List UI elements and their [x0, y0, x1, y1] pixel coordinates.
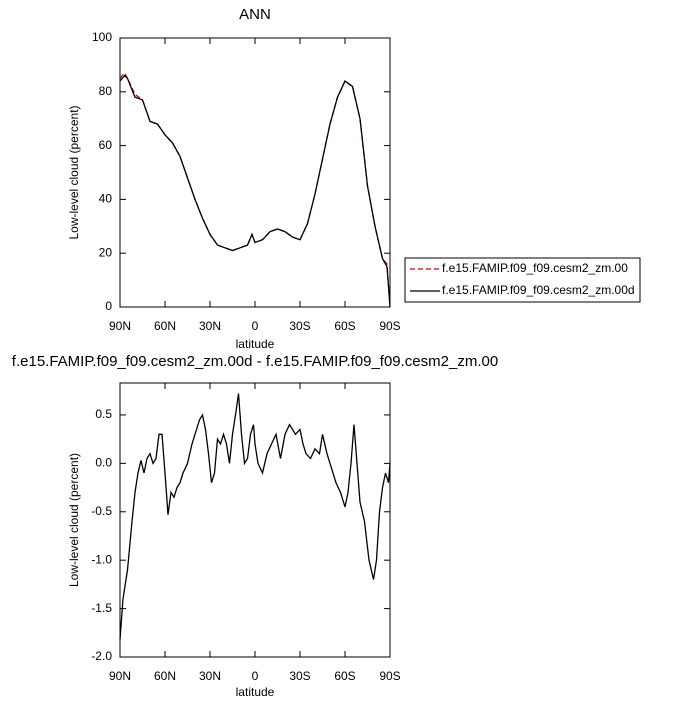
data-line [119, 393, 391, 640]
plot-frame [119, 37, 391, 308]
x-tick-label: 90S [379, 319, 400, 333]
x-tick-label: 60N [154, 319, 176, 333]
y-tick-label: -1.0 [91, 552, 112, 566]
x-tick-label: 30N [199, 669, 221, 683]
data-line [119, 71, 391, 308]
x-tick-label: 60N [154, 669, 176, 683]
y-tick-label: 20 [99, 245, 113, 259]
x-axis-label: latitude [236, 337, 275, 351]
data-line [119, 74, 391, 308]
plot-frame [119, 382, 391, 658]
y-tick-label: -1.5 [91, 601, 112, 615]
y-tick-label: 40 [99, 192, 113, 206]
legend-box [404, 257, 641, 303]
legend-label: f.e15.FAMIP.f09_f09.cesm2_zm.00 [442, 261, 628, 275]
x-tick-label: 90N [109, 669, 131, 683]
x-tick-label: 90N [109, 319, 131, 333]
y-tick-label: -0.5 [91, 504, 112, 518]
y-tick-label: 60 [99, 138, 113, 152]
y-tick-label: 80 [99, 84, 113, 98]
y-tick-label: 0.0 [95, 456, 112, 470]
x-tick-label: 30N [199, 319, 221, 333]
y-tick-label: 100 [92, 30, 112, 44]
x-axis-label: latitude [236, 685, 275, 699]
chart-title: ANN [239, 6, 271, 23]
x-tick-label: 0 [252, 669, 259, 683]
chart-title: f.e15.FAMIP.f09_f09.cesm2_zm.00d - f.e15… [12, 353, 498, 370]
y-axis-label: Low-level cloud (percent) [67, 105, 81, 239]
y-tick-label: 0.5 [95, 407, 112, 421]
x-tick-label: 30S [289, 669, 310, 683]
legend-label: f.e15.FAMIP.f09_f09.cesm2_zm.00d [442, 283, 635, 297]
y-axis-label: Low-level cloud (percent) [67, 453, 81, 587]
x-tick-label: 0 [252, 319, 259, 333]
x-tick-label: 60S [334, 319, 355, 333]
y-tick-label: -2.0 [91, 649, 112, 663]
y-tick-label: 0 [105, 299, 112, 313]
x-tick-label: 90S [379, 669, 400, 683]
x-tick-label: 60S [334, 669, 355, 683]
x-tick-label: 30S [289, 319, 310, 333]
